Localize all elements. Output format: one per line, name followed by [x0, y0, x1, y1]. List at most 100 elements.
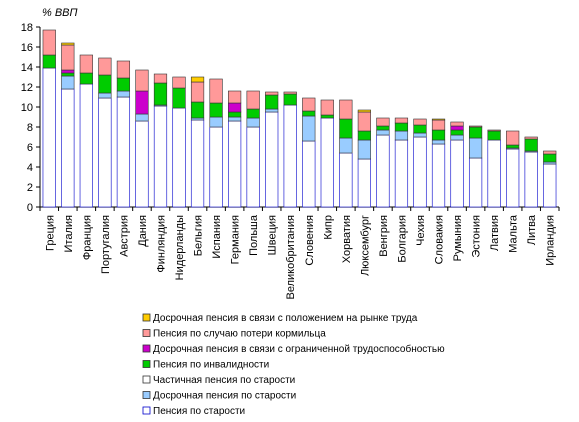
bar-segment [135, 120, 149, 208]
y-tick-label: 16 [21, 42, 33, 54]
legend-swatch [142, 329, 151, 337]
bar-segment [357, 158, 371, 208]
category-label: Словакия [434, 215, 446, 264]
y-tick-label: 0 [27, 202, 33, 214]
y-tick-label: 2 [27, 182, 33, 194]
bar-segment [413, 132, 427, 138]
bar-segment [172, 87, 186, 109]
bar-segment [376, 134, 390, 208]
bar-segment [228, 111, 242, 118]
bar-segment [98, 97, 112, 208]
category-label: Великобритания [285, 215, 297, 300]
category-label: Хорватия [341, 215, 353, 263]
bar-segment [357, 111, 371, 132]
bar-segment [339, 99, 353, 120]
legend-label: Пенсия по случаю потери кормильца [153, 329, 326, 340]
legend-swatch [142, 344, 151, 353]
bar-segment [246, 90, 260, 110]
bar-segment [209, 102, 223, 118]
bar-segment [283, 93, 297, 106]
y-tick-label: 14 [21, 62, 33, 74]
bar-segment [61, 75, 75, 90]
bar-segment [302, 140, 316, 208]
bar-segment [190, 76, 205, 83]
bar-segment [357, 130, 371, 141]
bar-segment [394, 117, 409, 124]
bar-segment [394, 139, 409, 208]
bar-segment [209, 116, 223, 128]
bar-segment [543, 163, 557, 208]
bar-segment [543, 153, 557, 163]
bar-segment [61, 42, 75, 46]
bar-segment [302, 115, 316, 142]
category-label: Кипр [322, 215, 334, 240]
bar-segment [190, 119, 205, 208]
bar-segment [450, 125, 464, 131]
bar-segment [246, 126, 260, 208]
bar-segment [172, 76, 186, 89]
bar-segment [265, 111, 279, 208]
unit-label: % ВВП [42, 7, 78, 19]
bar-segment [413, 118, 427, 126]
bar-segment [320, 114, 334, 119]
bar-segment [135, 113, 149, 122]
bar-segment [61, 69, 75, 74]
bar-segment [283, 91, 297, 95]
bar-segment [228, 116, 242, 122]
bar-segment [98, 74, 112, 94]
bar-segment [339, 118, 353, 139]
legend-swatch [142, 375, 151, 384]
legend-swatch [142, 360, 151, 368]
bar-segment [357, 109, 371, 113]
y-tick-label: 4 [27, 162, 33, 174]
bar-segment [357, 139, 371, 160]
bar-segment [487, 139, 501, 208]
bar-segment [190, 81, 205, 103]
category-label: Бельгия [193, 215, 205, 256]
legend-label: Пенсия по старости [153, 406, 245, 417]
legend-label: Досрочная пенсия по старости [153, 391, 296, 402]
legend-swatch [142, 391, 151, 399]
bar-segment [431, 118, 446, 121]
bar-segment [172, 107, 186, 208]
category-label: Литва [526, 214, 538, 245]
bar-segment [265, 94, 279, 110]
bar-segment [228, 102, 242, 113]
bar-segment [394, 122, 409, 132]
bar-segment [265, 91, 279, 96]
bar-segment [302, 110, 316, 117]
legend-label: Пенсия по инвалидности [153, 360, 269, 371]
bar-segment [431, 139, 446, 145]
category-label: Испания [211, 215, 223, 259]
bar-segment [468, 157, 483, 208]
bar-segment [320, 99, 334, 116]
bar-segment [116, 77, 131, 92]
bar-segment [543, 150, 557, 155]
legend-swatch [142, 313, 151, 322]
bar-segment [320, 117, 334, 208]
bar-segment [394, 130, 409, 141]
category-label: Венгрия [378, 215, 390, 257]
bar-segment [61, 88, 75, 208]
category-label: Латвия [489, 215, 501, 251]
y-tick-label: 8 [27, 122, 33, 134]
bar-segment [431, 143, 446, 208]
bar-segment [79, 54, 93, 74]
bar-segment [61, 44, 75, 71]
bar-segment [376, 117, 390, 127]
bar-segment [524, 138, 538, 152]
bar-segment [135, 69, 149, 92]
bar-segment [487, 130, 501, 141]
category-label: Польша [248, 214, 260, 256]
bar-segment [413, 136, 427, 208]
bar-segment [302, 97, 316, 112]
bar-segment [79, 72, 93, 85]
category-label: Румыния [452, 215, 464, 261]
category-label: Греция [44, 215, 56, 251]
bar-segment [450, 129, 464, 136]
category-label: Дания [137, 215, 149, 247]
category-label: Чехия [415, 215, 427, 246]
category-label: Италия [63, 215, 75, 253]
bar-segment [468, 125, 483, 128]
